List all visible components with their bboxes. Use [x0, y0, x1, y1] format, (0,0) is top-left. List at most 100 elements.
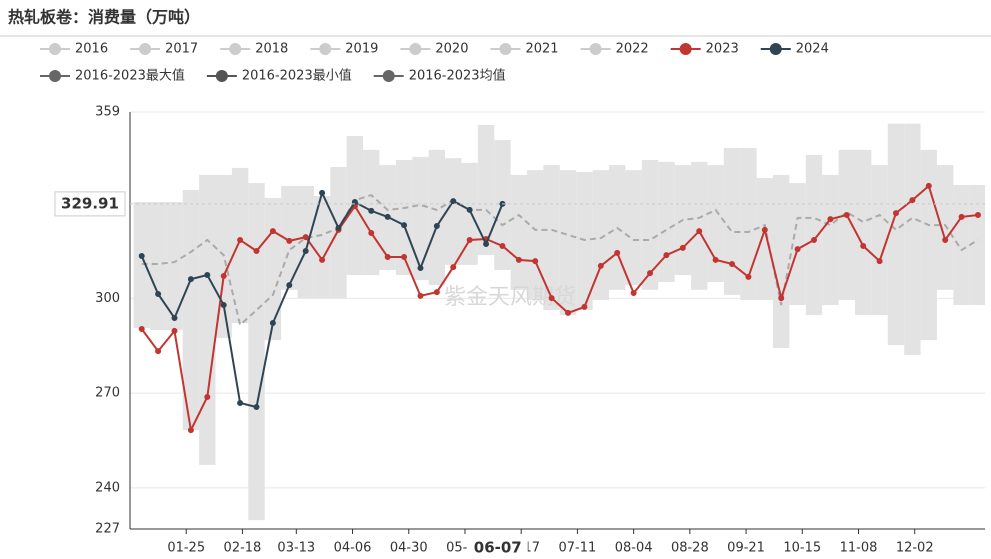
series-line	[140, 184, 979, 434]
x-tick-label: 12-02	[896, 541, 934, 556]
range-band	[592, 170, 610, 300]
legend-item[interactable]: 2016	[40, 42, 108, 57]
data-point	[384, 213, 391, 220]
range-band	[395, 160, 413, 276]
data-point	[171, 314, 178, 321]
data-point	[253, 248, 260, 254]
range-band	[887, 123, 905, 346]
range-band	[248, 183, 265, 521]
data-point	[335, 224, 342, 231]
crosshair-x-label: 06-07	[474, 539, 522, 557]
range-band	[313, 196, 331, 299]
range-band	[707, 165, 724, 282]
range-band	[773, 174, 790, 348]
legend-label: 2020	[435, 42, 468, 57]
data-point	[614, 249, 621, 256]
legend-label: 2021	[525, 42, 558, 57]
data-point	[401, 222, 408, 229]
legend-item[interactable]: 2021	[490, 42, 559, 57]
range-band	[641, 160, 659, 290]
x-tick-label: 01-25	[167, 541, 205, 556]
data-point	[417, 265, 424, 272]
data-point	[401, 254, 408, 261]
x-tick-label: 10-15	[783, 541, 821, 556]
data-point	[827, 216, 834, 223]
legend-item[interactable]: 2016-2023最小值	[206, 68, 352, 84]
data-point	[187, 276, 194, 283]
x-tick-label: 11-08	[840, 541, 878, 556]
data-point	[269, 320, 276, 327]
legend-item[interactable]: 2019	[310, 42, 378, 57]
crosshair-y-label: 329.91	[61, 194, 119, 212]
legend-label: 2019	[345, 42, 378, 57]
data-point	[942, 236, 949, 243]
data-point	[565, 309, 572, 316]
data-point	[138, 326, 145, 333]
legend-item[interactable]: 2016-2023均值	[373, 68, 506, 84]
legend-item[interactable]: 2022	[580, 42, 649, 57]
legend-marker	[229, 43, 242, 55]
data-point	[663, 252, 670, 259]
x-tick-label: 08-04	[615, 541, 653, 556]
range-band	[576, 172, 593, 311]
x-tick-label: 04-30	[390, 541, 428, 556]
data-point	[368, 229, 375, 236]
legend-marker	[319, 43, 332, 55]
data-point	[581, 303, 588, 310]
legend-label: 2024	[796, 42, 829, 57]
range-band	[904, 123, 921, 355]
range-band	[166, 202, 183, 330]
data-point	[515, 256, 522, 263]
range-band	[297, 185, 314, 299]
data-point	[433, 289, 440, 296]
range-band	[412, 156, 429, 281]
data-point	[351, 199, 358, 206]
legend-item[interactable]: 2023	[670, 42, 739, 57]
range-band	[133, 202, 150, 329]
data-point	[860, 242, 867, 249]
data-point	[220, 272, 227, 279]
data-point	[138, 253, 145, 260]
data-point	[892, 210, 899, 217]
data-point	[958, 213, 965, 220]
legend-marker	[139, 43, 152, 55]
range-band	[805, 154, 823, 316]
range-band	[936, 165, 954, 290]
legend-item[interactable]: 2024	[760, 42, 829, 57]
data-point	[155, 348, 162, 355]
x-tick-label: 02-18	[224, 541, 262, 556]
data-point	[187, 427, 194, 434]
data-point	[647, 270, 654, 277]
range-band	[428, 149, 446, 286]
data-point	[974, 211, 981, 218]
data-point	[450, 264, 457, 271]
legend-label: 2016	[75, 42, 108, 57]
data-point	[925, 182, 932, 189]
range-band	[264, 197, 282, 341]
legend-label: 2022	[616, 42, 649, 57]
data-point	[171, 327, 178, 334]
legend-item[interactable]: 2018	[220, 42, 288, 57]
data-point	[220, 302, 227, 309]
y-tick-label: 240	[95, 480, 120, 495]
data-point	[466, 236, 473, 243]
legend-item[interactable]: 2020	[400, 42, 468, 57]
crosshair-y-box	[54, 191, 126, 217]
range-band	[625, 170, 642, 286]
legend-item[interactable]: 2016-2023最大值	[40, 68, 185, 84]
legend-marker	[499, 43, 512, 55]
range-band	[740, 148, 757, 300]
data-point	[483, 241, 490, 248]
legend-marker	[769, 43, 782, 55]
data-point	[761, 226, 768, 233]
data-point	[368, 207, 375, 214]
data-point	[778, 295, 785, 302]
data-point	[630, 290, 637, 297]
data-point	[597, 262, 604, 269]
data-point	[417, 292, 424, 299]
range-band	[445, 158, 462, 265]
data-point	[876, 258, 883, 265]
legend-item[interactable]: 2017	[130, 42, 198, 57]
data-point	[286, 237, 293, 244]
x-tick-label: 07-11	[559, 541, 597, 556]
